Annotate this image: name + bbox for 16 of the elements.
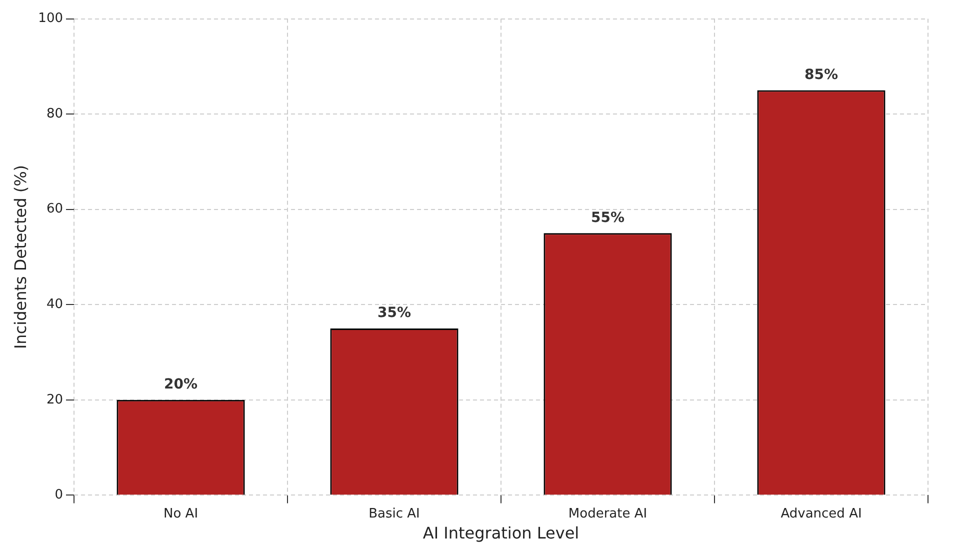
y-tick-label: 40 — [46, 297, 64, 312]
data-label: 35% — [378, 305, 412, 322]
y-tick-label: 0 — [54, 488, 64, 503]
data-label: 20% — [164, 376, 198, 393]
x-tick-label: Moderate AI — [568, 506, 648, 522]
y-axis-title: Incidents Detected (%) — [10, 164, 30, 350]
y-tick-label: 100 — [38, 11, 64, 26]
data-label: 55% — [590, 210, 625, 226]
x-tick-label: Advanced AI — [780, 506, 862, 522]
y-tick-label: 80 — [46, 106, 64, 122]
x-tick-label: Basic AI — [368, 506, 420, 522]
y-tick-label: 60 — [46, 202, 64, 217]
data-label: 85% — [804, 66, 838, 83]
y-tick-label: 20 — [46, 392, 64, 408]
x-axis-title: AI Integration Level — [422, 524, 580, 543]
x-tick-label: No AI — [163, 506, 198, 522]
